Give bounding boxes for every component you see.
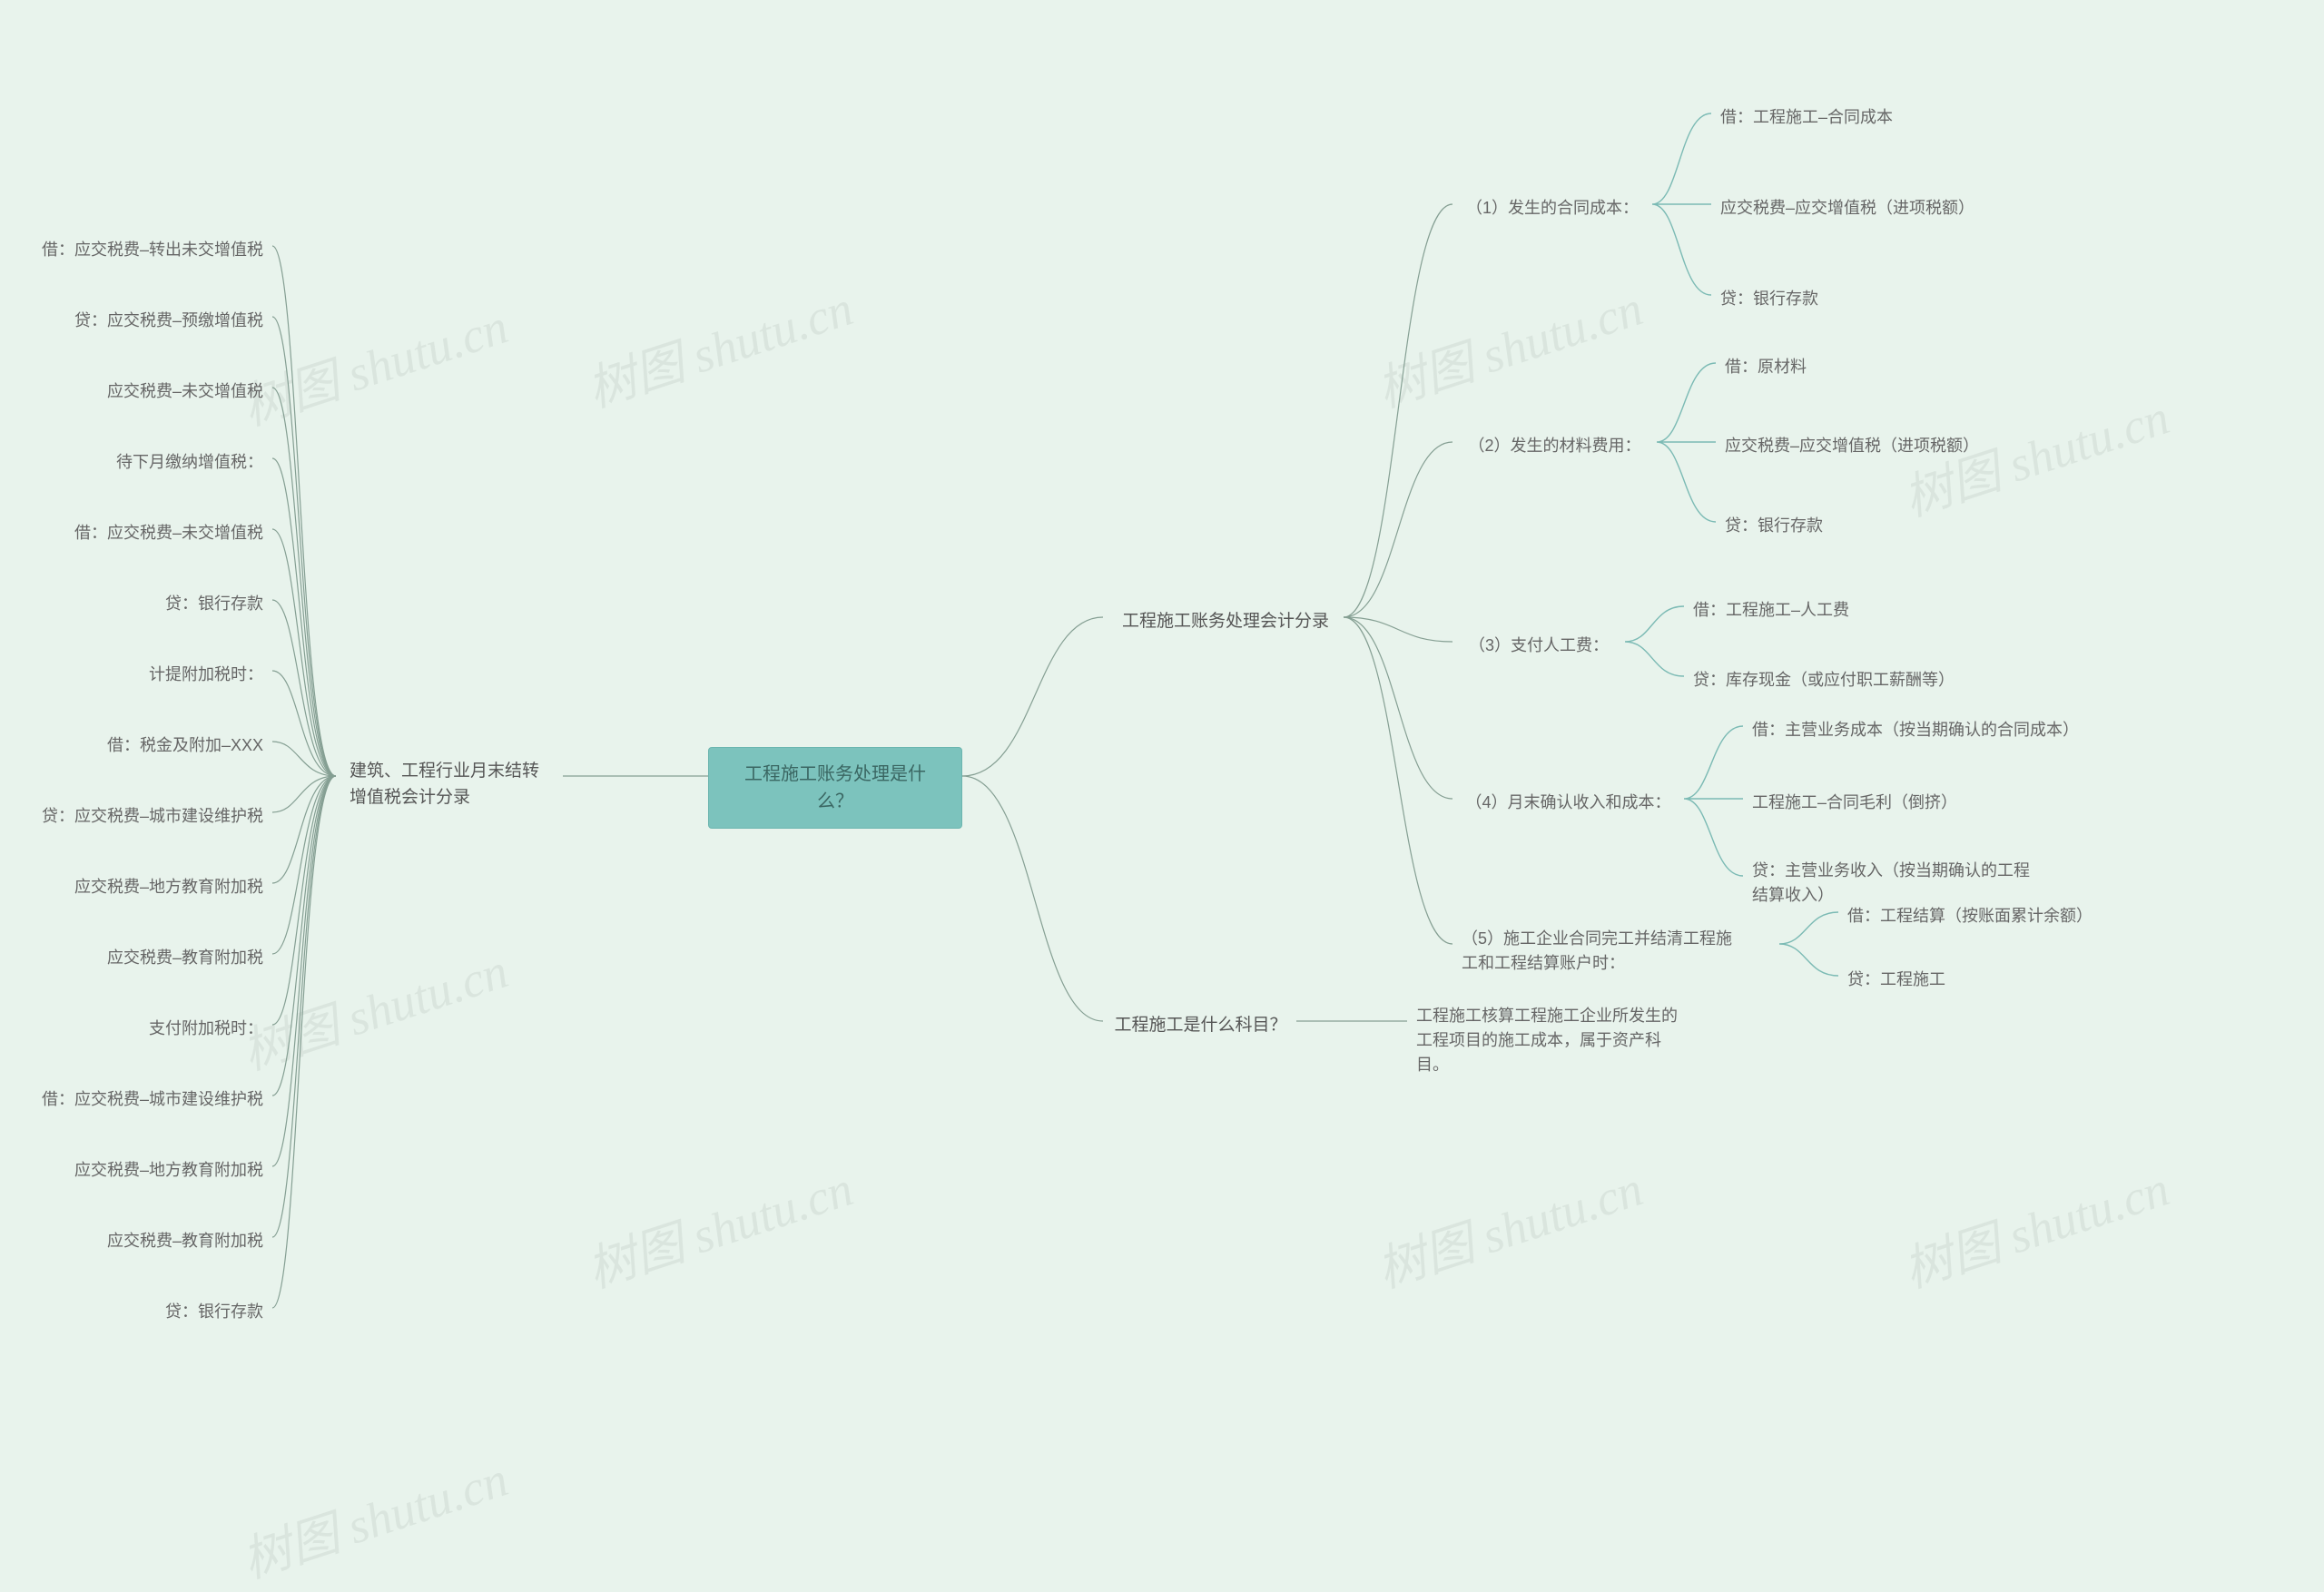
leaf: 应交税费–地方教育附加税 [65, 870, 272, 905]
branch-accounting-entries: 工程施工账务处理会计分录 [1103, 604, 1348, 641]
leaf: 应交税费–教育附加税 [98, 940, 272, 976]
node-account-desc: 工程施工核算工程施工企业所发生的工程项目的施工成本，属于资产科目。 [1407, 998, 1698, 1083]
node-material-cost: （2）发生的材料费用： [1452, 428, 1657, 464]
node-labor-cost: （3）支付人工费： [1452, 628, 1625, 663]
leaf: 贷：银行存款 [156, 586, 272, 622]
leaf: 借：主营业务成本（按当期确认的合同成本） [1743, 712, 2088, 748]
watermark: 树图 shutu.cn [231, 930, 516, 1084]
node-contract-cost: （1）发生的合同成本： [1452, 191, 1652, 226]
leaf: 计提附加税时： [140, 657, 272, 693]
leaf: 借：工程施工–人工费 [1684, 593, 1858, 628]
watermark: 树图 shutu.cn [1366, 1148, 1650, 1302]
leaf: 应交税费–地方教育附加税 [65, 1153, 272, 1188]
watermark: 树图 shutu.cn [1893, 1148, 2177, 1302]
leaf: 贷：库存现金（或应付职工薪酬等） [1684, 663, 1964, 698]
leaf: 借：应交税费–未交增值税 [65, 516, 272, 551]
leaf: 贷：应交税费–城市建设维护税 [33, 799, 272, 834]
watermark: 树图 shutu.cn [231, 1439, 516, 1592]
branch-what-account: 工程施工是什么科目？ [1103, 1007, 1298, 1045]
leaf: 贷：应交税费–预缴增值税 [65, 303, 272, 339]
leaf: 贷：银行存款 [1711, 281, 1827, 317]
watermark: 树图 shutu.cn [576, 1148, 861, 1302]
leaf: 借：应交税费–城市建设维护税 [33, 1082, 272, 1117]
leaf: 贷：银行存款 [156, 1294, 272, 1330]
leaf: 借：原材料 [1716, 349, 1816, 385]
leaf: 借：工程施工–合同成本 [1711, 100, 1902, 135]
leaf: 应交税费–未交增值税 [98, 374, 272, 409]
node-completion: （5）施工企业合同完工并结清工程施工和工程结算账户时： [1452, 921, 1743, 981]
leaf: 应交税费–应交增值税（进项税额） [1716, 428, 1988, 464]
leaf: 贷：工程施工 [1838, 962, 1955, 997]
node-month-end: （4）月末确认收入和成本： [1452, 785, 1684, 821]
leaf: 贷：银行存款 [1716, 508, 1832, 544]
leaf: 支付附加税时： [140, 1011, 272, 1047]
leaf: 应交税费–教育附加税 [98, 1223, 272, 1259]
leaf: 借：工程结算（按账面累计余额） [1838, 899, 2102, 934]
leaf: 借：应交税费–转出未交增值税 [33, 232, 272, 268]
leaf: 待下月缴纳增值税： [107, 445, 272, 480]
leaf: 借：税金及附加–XXX [98, 728, 272, 763]
watermark: 树图 shutu.cn [1366, 268, 1650, 421]
branch-vat-transfer: 建筑、工程行业月末结转增值税会计分录 [340, 753, 563, 816]
leaf: 工程施工–合同毛利（倒挤） [1743, 785, 1966, 821]
watermark: 树图 shutu.cn [576, 268, 861, 421]
watermark: 树图 shutu.cn [231, 286, 516, 439]
root-node: 工程施工账务处理是什么？ [708, 747, 962, 829]
leaf: 应交税费–应交增值税（进项税额） [1711, 191, 1984, 226]
